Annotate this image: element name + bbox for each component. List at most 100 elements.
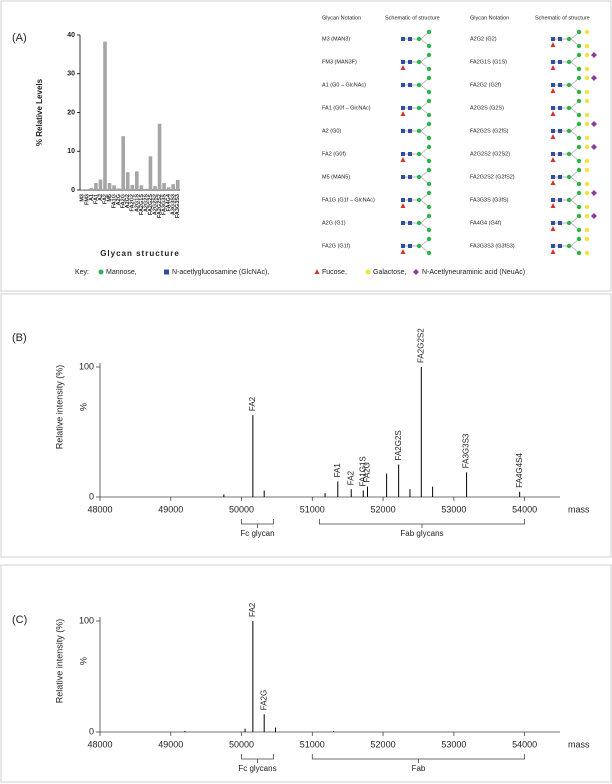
glcnac xyxy=(401,198,405,202)
glcnac xyxy=(401,221,405,225)
mannose xyxy=(416,105,422,111)
glcnac xyxy=(401,60,405,64)
glcnac xyxy=(558,221,562,225)
mannose xyxy=(426,158,432,164)
glcnac xyxy=(408,152,412,156)
y-tick-label: 100 xyxy=(79,615,94,625)
x-tick-label: FA2G2S2 xyxy=(157,194,163,218)
range-label: Fab glycans xyxy=(400,529,443,538)
peak-label: FA2G2S2 xyxy=(416,328,425,363)
range-bracket xyxy=(241,519,274,528)
bond xyxy=(403,77,430,93)
glycan-schematic xyxy=(400,144,432,164)
glycan-schematic xyxy=(400,52,432,72)
y-tick-label: 100 xyxy=(79,361,94,371)
galactose xyxy=(584,121,590,127)
x-tick-label: 51000 xyxy=(300,739,325,749)
x-axis-title: mass xyxy=(568,504,590,514)
bar xyxy=(85,189,89,190)
peak-label: FA1G1S xyxy=(358,456,367,486)
galactose xyxy=(584,43,590,49)
glcnac xyxy=(408,244,412,248)
glycan-schematic xyxy=(550,144,597,164)
glcnac xyxy=(558,175,562,179)
fucose xyxy=(400,65,406,70)
mannose xyxy=(426,135,432,141)
bond xyxy=(553,146,580,162)
bar xyxy=(107,183,112,190)
x-tick-label: FA2 xyxy=(102,194,108,204)
fucose xyxy=(550,88,556,93)
bar xyxy=(116,188,121,190)
glcnac xyxy=(558,106,562,110)
x-axis-title: mass xyxy=(568,739,590,749)
y-tick-label: 10 xyxy=(67,148,75,155)
mannose xyxy=(576,66,582,72)
key-title: Key: xyxy=(75,269,89,276)
bar xyxy=(171,184,175,190)
bond xyxy=(553,215,580,231)
glycan-schematic xyxy=(550,98,590,118)
glcnac xyxy=(551,221,555,225)
x-tick-label: FA1 xyxy=(93,194,99,204)
glycan-notation: FA4G4 (G4f) xyxy=(470,220,501,226)
y-axis-unit: % xyxy=(78,403,88,411)
fucose xyxy=(550,111,556,116)
glycan-schematic xyxy=(550,75,597,95)
bond xyxy=(403,100,430,116)
key-item: N-Acetlyneuraminic acid (NeuAc) xyxy=(422,269,525,276)
bond xyxy=(553,77,580,93)
mannose xyxy=(576,227,582,233)
glycan-notation: A2G (G1) xyxy=(322,220,346,226)
glycan-schematic xyxy=(550,121,597,141)
y-tick-label: 40 xyxy=(67,32,75,39)
glycan-notation: M3 (MAN3) xyxy=(322,36,350,42)
y-tick-label: 20 xyxy=(67,109,75,116)
x-tick-label: FA2G2S xyxy=(148,194,154,215)
x-tick-label: A3G3S3 xyxy=(171,194,177,215)
glycan-schematic xyxy=(400,236,432,256)
x-tick-label: A2G xyxy=(116,194,122,205)
fucose xyxy=(550,249,556,254)
bond xyxy=(553,31,580,47)
mannose xyxy=(426,181,432,187)
neuac xyxy=(591,75,597,81)
glcnac xyxy=(551,60,555,64)
glcnac xyxy=(408,83,412,87)
galactose xyxy=(584,89,590,95)
mannose xyxy=(576,236,582,242)
mannose xyxy=(426,167,432,173)
y-axis-title: Relative intensity (%) xyxy=(54,365,64,450)
x-tick-label: FA2G2 xyxy=(130,194,136,211)
galactose xyxy=(584,52,590,58)
glycan-schematic xyxy=(401,121,432,141)
x-tick-label: 54000 xyxy=(512,504,537,514)
bond xyxy=(553,238,580,254)
glcnac xyxy=(551,129,555,133)
mannose xyxy=(576,75,582,81)
mannose xyxy=(576,89,582,95)
neuac xyxy=(591,213,597,219)
glycan-schematic xyxy=(400,190,432,210)
y-tick-label: 0 xyxy=(71,187,75,194)
glycan-notation: A2 (G0) xyxy=(322,128,341,134)
galactose xyxy=(584,190,590,196)
fucose xyxy=(550,134,556,139)
bond xyxy=(403,146,430,162)
glcnac xyxy=(401,37,405,41)
mannose xyxy=(576,29,582,35)
neuac xyxy=(591,144,597,150)
mannose xyxy=(576,167,582,173)
bar xyxy=(94,183,98,190)
glycan-schematic xyxy=(401,75,432,95)
mannose xyxy=(566,128,572,134)
fucose xyxy=(400,111,406,116)
glcnac xyxy=(551,37,555,41)
glcnac xyxy=(558,129,562,133)
mannose xyxy=(416,82,422,88)
x-tick-label: 49000 xyxy=(158,504,183,514)
x-tick-label: 48000 xyxy=(87,504,112,514)
bond xyxy=(403,169,430,185)
x-tick-label: A2G1S xyxy=(134,194,140,212)
